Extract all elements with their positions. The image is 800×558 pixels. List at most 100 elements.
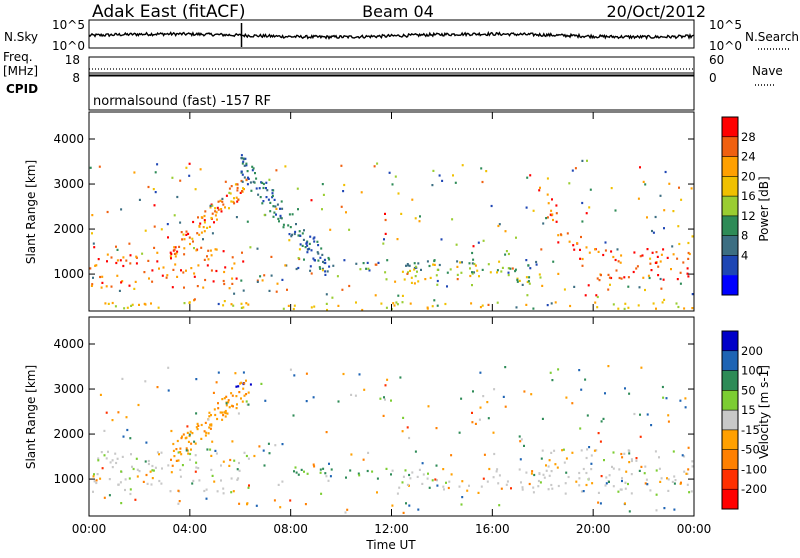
power-cell	[587, 284, 590, 287]
velocity-cell	[530, 472, 533, 475]
power-cell	[538, 273, 541, 276]
power-cell	[320, 247, 323, 250]
power-cell	[655, 307, 657, 310]
power-cell	[444, 302, 447, 306]
power-cell	[209, 204, 212, 207]
velocity-cell	[498, 474, 501, 477]
power-cell	[250, 189, 253, 192]
power-cell	[192, 220, 195, 224]
power-cell	[456, 265, 459, 268]
power-cell	[637, 304, 640, 307]
power-cell	[231, 282, 234, 285]
power-cell	[232, 304, 235, 307]
power-cell	[663, 298, 666, 301]
velocity-cell	[421, 462, 424, 465]
power-cell	[321, 269, 324, 272]
velocity-cell	[105, 411, 108, 414]
velocity-cell	[337, 400, 340, 403]
power-cell	[671, 245, 674, 248]
power-cell	[91, 214, 94, 217]
power-cell	[426, 260, 429, 263]
power-cell	[368, 269, 371, 272]
power-cell	[396, 303, 399, 306]
power-cell	[269, 201, 272, 204]
power-cell	[221, 200, 224, 203]
power-cell	[235, 216, 238, 219]
power-cell	[110, 285, 113, 288]
velocity-cell	[547, 488, 550, 491]
velocity-cell	[644, 465, 647, 468]
velocity-cell	[402, 416, 405, 419]
power-cell	[527, 280, 530, 283]
power-cell	[256, 280, 259, 283]
velocity-cell	[99, 393, 102, 396]
velocity-cell	[217, 407, 220, 410]
velocity-cell	[385, 467, 388, 470]
power-cell	[310, 306, 313, 309]
power-cell	[258, 187, 261, 190]
velocity-cell	[203, 489, 206, 493]
freq-label-line2: [MHz]	[3, 64, 38, 78]
velocity-cell	[221, 398, 224, 401]
power-cell	[554, 301, 557, 304]
power-cell	[555, 204, 558, 207]
power-cell	[400, 212, 403, 215]
power-cell	[106, 210, 109, 214]
velocity-cell	[267, 442, 270, 445]
velocity-cell	[630, 473, 633, 476]
velocity-cell	[404, 469, 407, 472]
power-cell	[659, 277, 662, 281]
power-cell	[676, 257, 679, 260]
power-cell	[555, 212, 558, 215]
velocity-cell	[237, 412, 240, 415]
velocity-cell	[240, 381, 243, 384]
power-cell	[261, 181, 264, 184]
power-cell	[535, 260, 538, 264]
velocity-cell	[230, 392, 233, 395]
velocity-cell	[111, 419, 114, 422]
power-cell	[596, 277, 599, 280]
power-cell	[581, 159, 584, 162]
velocity-cell	[411, 471, 414, 474]
velocity-cell	[273, 499, 276, 502]
power-cell	[310, 199, 313, 202]
noise-right-tick-bottom: 10^0	[709, 39, 742, 53]
velocity-cell	[205, 488, 208, 491]
velocity-cell	[460, 503, 463, 506]
power-cell	[284, 264, 287, 267]
velocity-cell	[189, 430, 192, 433]
power-cell	[317, 252, 320, 255]
velocity-cell	[521, 488, 524, 491]
power-cell	[182, 233, 185, 236]
colorbar-swatch	[722, 331, 738, 352]
power-cell	[141, 252, 144, 255]
power-cell	[101, 275, 104, 278]
power-cell	[620, 277, 623, 280]
velocity-cell	[599, 440, 602, 443]
power-cell	[367, 267, 370, 270]
velocity-cell	[548, 474, 551, 477]
velocity-cell	[450, 473, 453, 476]
power-cell	[203, 221, 206, 224]
power-cell	[496, 271, 498, 274]
velocity-cell	[109, 461, 112, 464]
velocity-cell	[170, 471, 173, 474]
velocity-cell	[181, 464, 184, 467]
power-cell	[185, 269, 187, 272]
power-cell	[200, 216, 203, 219]
power-cell	[619, 261, 622, 264]
power-cell	[241, 173, 244, 176]
velocity-cell	[521, 486, 524, 489]
power-cell	[309, 269, 312, 272]
velocity-cell	[646, 483, 649, 486]
power-cell	[207, 249, 210, 252]
velocity-cell	[175, 448, 178, 451]
velocity-cell	[197, 424, 200, 427]
velocity-cell	[305, 400, 308, 403]
power-cell	[275, 213, 277, 216]
velocity-cell	[131, 465, 133, 468]
power-cell	[438, 174, 441, 177]
power-cell	[190, 267, 193, 270]
power-cell	[557, 241, 560, 244]
